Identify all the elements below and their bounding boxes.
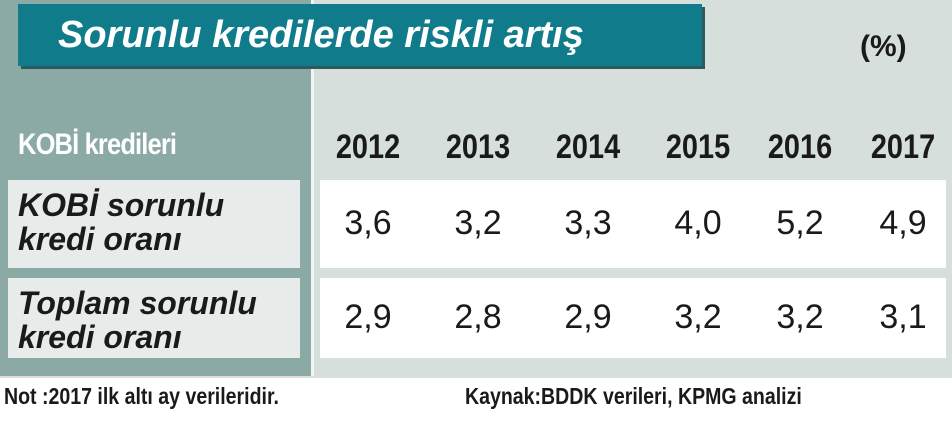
divider xyxy=(311,0,314,376)
title: Sorunlu kredilerde riskli artış xyxy=(18,4,702,66)
column-header: 2012 xyxy=(335,128,401,166)
footer xyxy=(0,378,952,423)
cell: 2,8 xyxy=(454,298,502,336)
note: Not :2017 ilk altı ay verileridir. xyxy=(4,383,279,409)
row-values xyxy=(320,278,946,358)
row-values xyxy=(320,180,946,268)
cell: 3,2 xyxy=(674,298,722,336)
column-header: 2014 xyxy=(555,128,621,166)
cell: 3,6 xyxy=(344,204,392,242)
row-label: Toplam sorunlu kredi oranı xyxy=(8,278,300,358)
column-header: 2013 xyxy=(445,128,511,166)
cell: 3,3 xyxy=(564,204,612,242)
column-header: 2015 xyxy=(665,128,731,166)
corner-label: KOBİ kredileri xyxy=(18,128,177,161)
cell: 2,9 xyxy=(564,298,612,336)
cell: 3,1 xyxy=(879,298,927,336)
column-header: 2017 xyxy=(870,128,936,166)
column-header: 2016 xyxy=(767,128,833,166)
cell: 4,0 xyxy=(674,204,722,242)
source: Kaynak:BDDK verileri, KPMG analizi xyxy=(465,383,802,409)
cell: 3,2 xyxy=(776,298,824,336)
row-label: KOBİ sorunlu kredi oranı xyxy=(8,180,300,268)
cell: 4,9 xyxy=(879,204,927,242)
cell: 2,9 xyxy=(344,298,392,336)
unit: (%) xyxy=(860,30,907,63)
cell: 3,2 xyxy=(454,204,502,242)
cell: 5,2 xyxy=(776,204,824,242)
